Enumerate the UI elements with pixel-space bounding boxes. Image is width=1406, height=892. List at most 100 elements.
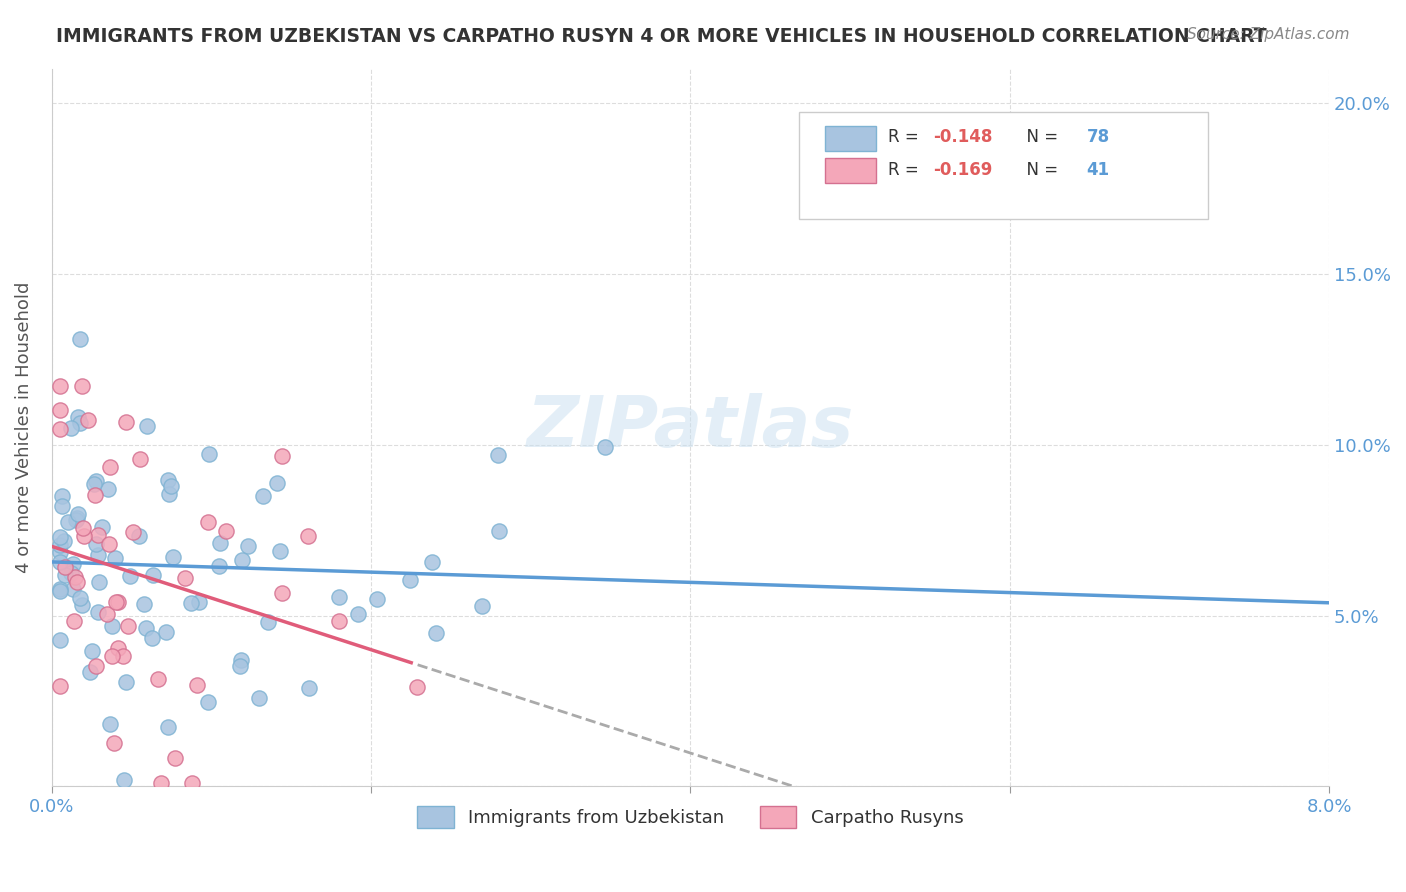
- Point: [328, 591, 350, 605]
- Point: [297, 529, 319, 543]
- Point: [48, 545, 70, 559]
- Point: [207, 558, 229, 573]
- Bar: [824, 158, 876, 184]
- Point: [62, 582, 84, 596]
- Point: [87, 605, 110, 619]
- Point: [157, 487, 180, 501]
- Point: [96, 607, 118, 622]
- Point: [118, 569, 141, 583]
- Point: [229, 653, 252, 667]
- Point: [188, 595, 211, 609]
- Point: [366, 592, 388, 607]
- Point: [471, 599, 494, 613]
- Point: [229, 658, 252, 673]
- Text: ZIPatlas: ZIPatlas: [527, 393, 853, 462]
- Text: 78: 78: [1087, 128, 1109, 145]
- Text: R =: R =: [889, 161, 924, 179]
- Point: [66, 507, 89, 521]
- Point: [270, 449, 292, 463]
- Point: [48, 422, 70, 436]
- Point: [69, 591, 91, 605]
- Point: [155, 625, 177, 640]
- Point: [252, 489, 274, 503]
- Point: [59, 566, 82, 581]
- Point: [179, 596, 201, 610]
- Point: [105, 594, 128, 608]
- Point: [298, 681, 321, 696]
- Point: [48, 379, 70, 393]
- Point: [66, 510, 89, 524]
- Point: [107, 640, 129, 655]
- Point: [52, 534, 75, 549]
- Point: [69, 331, 91, 345]
- Point: [271, 585, 294, 599]
- Point: [86, 528, 108, 542]
- Text: -0.169: -0.169: [934, 161, 993, 179]
- Point: [486, 449, 509, 463]
- Point: [146, 672, 169, 686]
- Point: [49, 584, 72, 599]
- Point: [48, 582, 70, 596]
- Point: [72, 521, 94, 535]
- Point: [135, 621, 157, 635]
- Point: [51, 499, 73, 513]
- Point: [98, 537, 121, 551]
- Point: [48, 530, 70, 544]
- Text: R =: R =: [889, 128, 924, 145]
- Point: [84, 488, 107, 502]
- Point: [104, 550, 127, 565]
- Point: [197, 695, 219, 709]
- Point: [595, 440, 617, 454]
- Text: IMMIGRANTS FROM UZBEKISTAN VS CARPATHO RUSYN 4 OR MORE VEHICLES IN HOUSEHOLD COR: IMMIGRANTS FROM UZBEKISTAN VS CARPATHO R…: [56, 27, 1267, 45]
- Point: [89, 574, 111, 589]
- Point: [142, 567, 165, 582]
- Legend: Immigrants from Uzbekistan, Carpatho Rusyns: Immigrants from Uzbekistan, Carpatho Rus…: [411, 798, 970, 835]
- Point: [53, 567, 76, 582]
- Point: [406, 680, 429, 694]
- Point: [157, 473, 180, 487]
- Point: [399, 574, 422, 588]
- Point: [51, 489, 73, 503]
- Point: [141, 632, 163, 646]
- Point: [103, 735, 125, 749]
- Point: [117, 619, 139, 633]
- Point: [48, 402, 70, 417]
- Point: [84, 475, 107, 489]
- Point: [238, 539, 260, 553]
- Point: [76, 413, 98, 427]
- Point: [488, 524, 510, 538]
- Point: [66, 410, 89, 425]
- Point: [65, 513, 87, 527]
- Point: [70, 379, 93, 393]
- Point: [149, 776, 172, 790]
- Point: [425, 626, 447, 640]
- Point: [198, 447, 221, 461]
- Bar: [824, 126, 876, 151]
- Point: [63, 570, 86, 584]
- Point: [347, 607, 370, 621]
- Point: [79, 665, 101, 679]
- Point: [70, 598, 93, 612]
- Text: N =: N =: [1017, 128, 1063, 145]
- Point: [197, 515, 219, 529]
- Point: [181, 776, 204, 790]
- Point: [420, 555, 443, 569]
- Point: [186, 678, 208, 692]
- Point: [247, 690, 270, 705]
- Point: [114, 416, 136, 430]
- Point: [122, 524, 145, 539]
- Y-axis label: 4 or more Vehicles in Household: 4 or more Vehicles in Household: [15, 282, 32, 574]
- Point: [91, 520, 114, 534]
- Point: [157, 720, 180, 734]
- Point: [48, 633, 70, 648]
- Point: [208, 536, 231, 550]
- Point: [83, 476, 105, 491]
- Point: [62, 614, 84, 628]
- Point: [163, 751, 186, 765]
- Text: N =: N =: [1017, 161, 1063, 179]
- Point: [48, 538, 70, 552]
- Point: [73, 529, 96, 543]
- Point: [231, 553, 253, 567]
- Point: [48, 679, 70, 693]
- Text: Source: ZipAtlas.com: Source: ZipAtlas.com: [1187, 27, 1350, 42]
